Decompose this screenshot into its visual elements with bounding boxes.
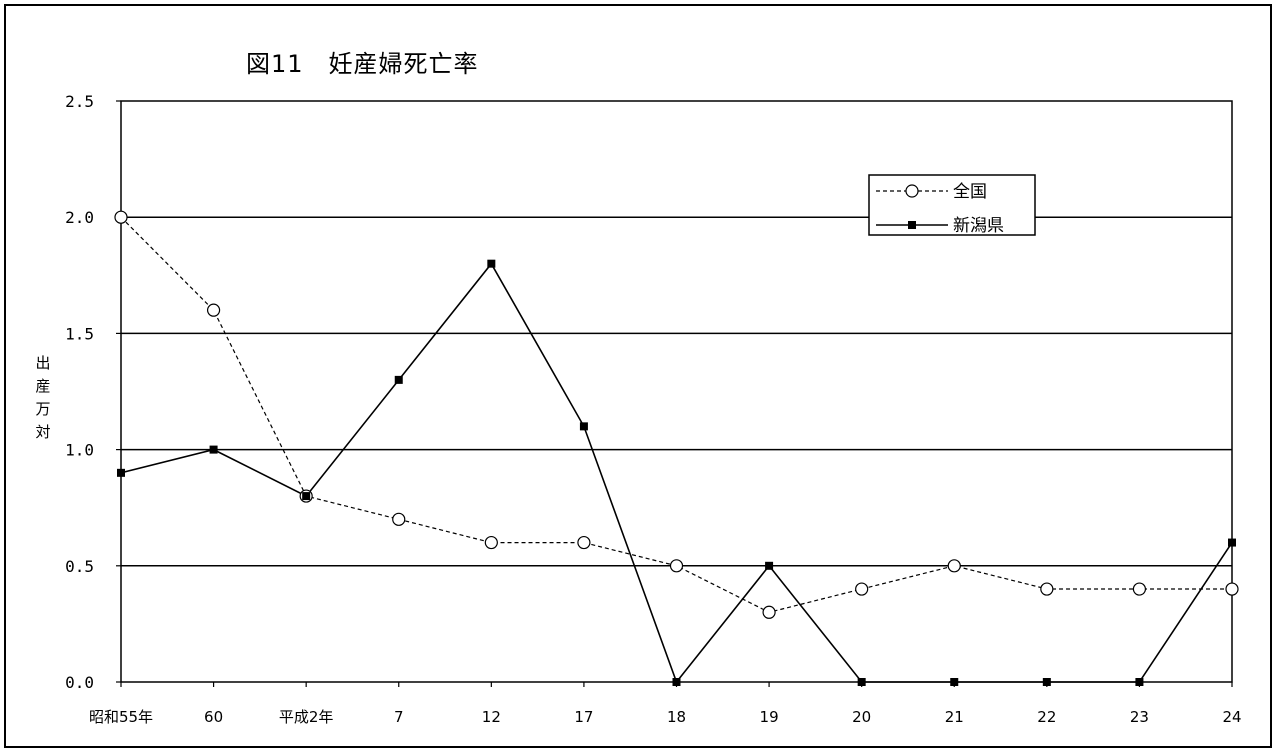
data-point-niigata (579, 422, 588, 431)
data-point-niigata (1135, 678, 1144, 686)
legend-marker-national (905, 184, 919, 198)
legend-box (868, 174, 1036, 236)
data-point-niigata (1042, 678, 1051, 686)
data-point-niigata (209, 445, 218, 454)
data-point-niigata (302, 492, 311, 501)
x-tick-label: 19 (760, 708, 779, 726)
data-point-niigata (394, 375, 403, 384)
y-tick-label: 1.5 (65, 324, 94, 343)
y-tick-label: 0.0 (65, 673, 94, 692)
data-point-niigata (950, 678, 959, 686)
series-line-national (120, 216, 1232, 613)
x-tick-label: 24 (1222, 708, 1241, 726)
y-axis-label: 出産万対 (35, 354, 51, 441)
data-point-national (577, 535, 591, 550)
data-point-national (1132, 582, 1147, 596)
data-point-national (947, 559, 961, 573)
x-tick-label: 17 (574, 708, 593, 726)
data-point-national (484, 535, 498, 550)
y-tick-label: 2.0 (65, 208, 94, 227)
plot-area (120, 100, 1233, 683)
y-tick-label: 1.0 (65, 441, 94, 460)
data-point-national (855, 582, 869, 596)
x-tick-label: 昭和55年 (89, 708, 153, 726)
chart-title: 図11 妊産婦死亡率 (246, 50, 479, 78)
x-tick-label: 12 (482, 708, 501, 726)
data-point-niigata (117, 468, 125, 477)
x-tick-label: 7 (394, 708, 404, 726)
chart-frame (4, 4, 1272, 748)
data-point-national (1225, 582, 1239, 596)
data-point-national (114, 210, 128, 224)
series-line-niigata (120, 262, 1233, 684)
x-tick-label: 平成2年 (279, 708, 334, 726)
legend-marker-niigata (908, 221, 916, 229)
x-tick-label: 18 (667, 708, 686, 726)
data-point-niigata (487, 259, 496, 268)
data-point-national (669, 559, 684, 573)
data-point-national (1040, 582, 1054, 596)
x-tick-label: 60 (204, 708, 223, 726)
legend-label-national: 全国 (953, 182, 987, 202)
legend-label-niigata: 新潟県 (953, 216, 1004, 236)
x-tick-label: 22 (1037, 708, 1056, 726)
x-tick-label: 20 (852, 708, 871, 726)
data-point-national (392, 512, 406, 526)
data-point-national (206, 303, 221, 317)
y-tick-label: 2.5 (65, 92, 94, 111)
data-point-national (762, 605, 776, 619)
data-point-niigata (672, 678, 681, 686)
x-tick-label: 23 (1130, 708, 1149, 726)
data-point-niigata (765, 561, 774, 570)
x-tick-label: 21 (945, 708, 964, 726)
y-tick-label: 0.5 (65, 557, 94, 576)
data-point-niigata (857, 678, 866, 686)
data-point-niigata (1228, 538, 1236, 547)
legend: 全国 新潟県 (868, 174, 1036, 236)
